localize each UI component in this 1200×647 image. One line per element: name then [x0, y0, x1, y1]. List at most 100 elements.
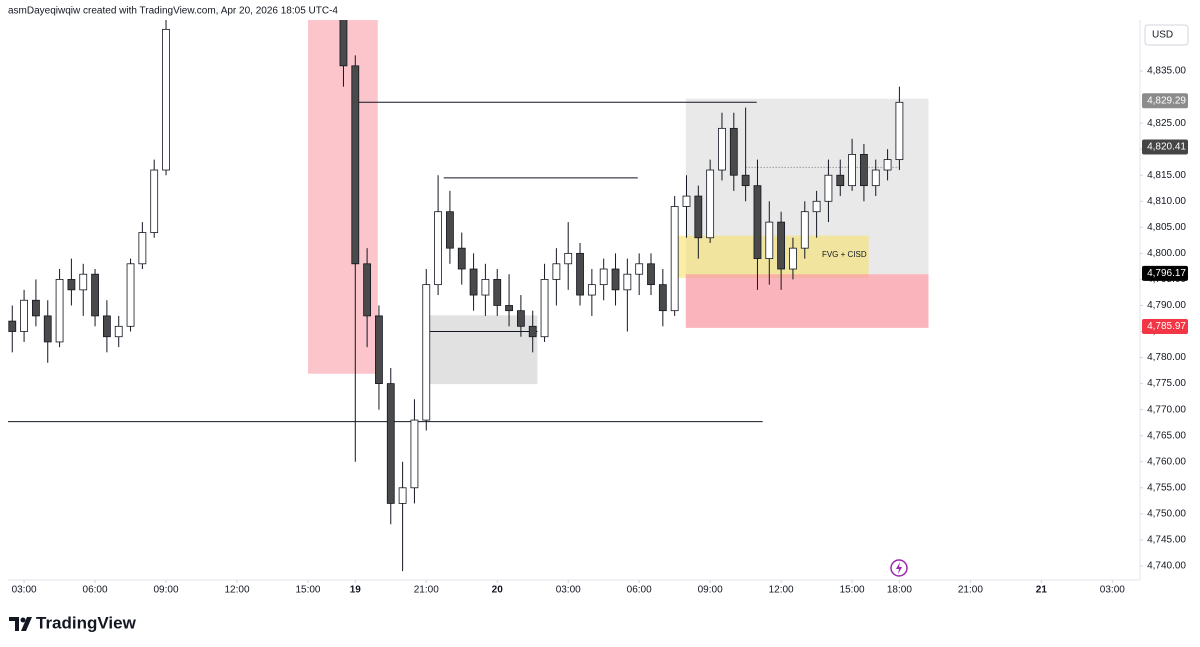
x-tick-label: 03:00 — [556, 585, 581, 596]
candle-body — [446, 211, 454, 249]
candle-body — [635, 263, 644, 275]
candle-body — [800, 211, 809, 249]
alert-icon[interactable] — [890, 559, 908, 577]
y-tick-label: 4,810.00 — [1147, 196, 1186, 207]
brand: TradingView — [36, 613, 137, 632]
candle-body — [694, 195, 703, 239]
currency[interactable]: USD — [1152, 30, 1173, 41]
candle-body — [753, 185, 762, 259]
x-tick-label: 09:00 — [154, 585, 179, 596]
x-tick-label: 21 — [1036, 585, 1048, 596]
y-tick-label: 4,815.00 — [1147, 170, 1186, 181]
y-tick-label: 4,765.00 — [1147, 430, 1186, 441]
price-label: 4,796.17 — [1147, 268, 1186, 279]
y-tick-label: 4,775.00 — [1147, 378, 1186, 389]
price-label-box — [1142, 139, 1188, 155]
candle-body — [126, 263, 135, 327]
price-label-box — [1142, 318, 1188, 334]
zone — [427, 315, 538, 385]
x-tick-label: 09:00 — [698, 585, 723, 596]
x-tick-label: 06:00 — [83, 585, 108, 596]
y-tick-label: 4,780.00 — [1147, 352, 1186, 363]
x-tick-label: 18:00 — [887, 585, 912, 596]
y-tick-label: 4,805.00 — [1147, 222, 1186, 233]
candle-body — [386, 383, 395, 504]
candle-body — [528, 325, 537, 338]
candle-body — [55, 279, 64, 343]
candle-body — [895, 101, 904, 161]
y-tick-label: 4,800.00 — [1147, 248, 1186, 259]
candles — [8, 20, 904, 572]
candle-body — [434, 211, 442, 286]
drawings — [8, 101, 900, 423]
candle-body — [564, 252, 573, 265]
y-tick-label: 4,835.00 — [1147, 66, 1186, 77]
candle-body — [741, 174, 750, 187]
zone-label: FVG + CISD — [822, 250, 867, 259]
candle-body — [114, 325, 123, 338]
candle-body — [836, 174, 845, 187]
candle-body — [824, 174, 833, 202]
candle-body — [765, 221, 774, 259]
y-tick-label: 4,745.00 — [1147, 535, 1186, 546]
currency-button[interactable] — [1144, 24, 1189, 46]
candle-body — [587, 284, 596, 296]
candle-body — [410, 419, 419, 489]
candle-body — [20, 299, 28, 332]
candle-body — [398, 487, 407, 504]
candle-body — [375, 315, 383, 385]
y-tick-label: 4,740.00 — [1147, 561, 1186, 572]
x-tick-label: 21:00 — [958, 585, 983, 596]
x-tick-label: 12:00 — [224, 585, 249, 596]
y-tick-label: 4,750.00 — [1147, 508, 1186, 519]
candle-body — [43, 315, 52, 343]
y-tick-label: 4,760.00 — [1147, 456, 1186, 467]
price-label: 4,829.29 — [1147, 95, 1186, 106]
candle-body — [150, 169, 159, 233]
candle-body — [552, 263, 561, 280]
candle-body — [611, 268, 620, 291]
candle-body — [540, 279, 549, 338]
candle-body — [777, 221, 786, 270]
x-tick-label: 15:00 — [840, 585, 865, 596]
candle-body — [8, 320, 17, 332]
candle-body — [505, 305, 513, 312]
candle-body — [457, 247, 466, 270]
axes: 4,740.00 4,745.00 4,750.00 4,755.00 4,760.00… — [12, 66, 1188, 596]
x-tick-label: 19 — [350, 585, 362, 596]
candle-body — [102, 315, 111, 338]
candle-body — [789, 247, 797, 270]
candle-body — [718, 127, 726, 171]
price-label-box — [1142, 93, 1188, 109]
candle-body — [670, 206, 679, 312]
brand-logo — [9, 617, 32, 631]
candle-body — [363, 263, 372, 317]
candle-body — [67, 279, 76, 291]
x-tick-label: 21:00 — [414, 585, 439, 596]
candle-body — [682, 195, 691, 207]
x-tick-label: 12:00 — [769, 585, 794, 596]
candle-body — [162, 28, 170, 171]
x-tick-label: 06:00 — [627, 585, 652, 596]
x-tick-label: 03:00 — [1100, 585, 1125, 596]
candle-body — [883, 159, 892, 171]
candle-body — [729, 127, 738, 176]
candle-body — [647, 263, 655, 286]
candle-body — [706, 169, 715, 239]
candle-body — [339, 20, 348, 67]
candle-body — [658, 284, 667, 312]
x-tick-label: 15:00 — [295, 585, 320, 596]
x-tick-label: 20 — [492, 585, 504, 596]
price-label: 4,785.97 — [1147, 321, 1186, 332]
x-tick-label: 03:00 — [12, 585, 37, 596]
candle-body — [79, 273, 88, 291]
y-tick-label: 4,790.00 — [1147, 300, 1186, 311]
candle-body — [516, 310, 525, 327]
candle-body — [138, 232, 147, 265]
price-label: 4,820.41 — [1147, 142, 1186, 153]
y-tick-label: 4,755.00 — [1147, 482, 1186, 493]
candle-body — [422, 284, 431, 421]
